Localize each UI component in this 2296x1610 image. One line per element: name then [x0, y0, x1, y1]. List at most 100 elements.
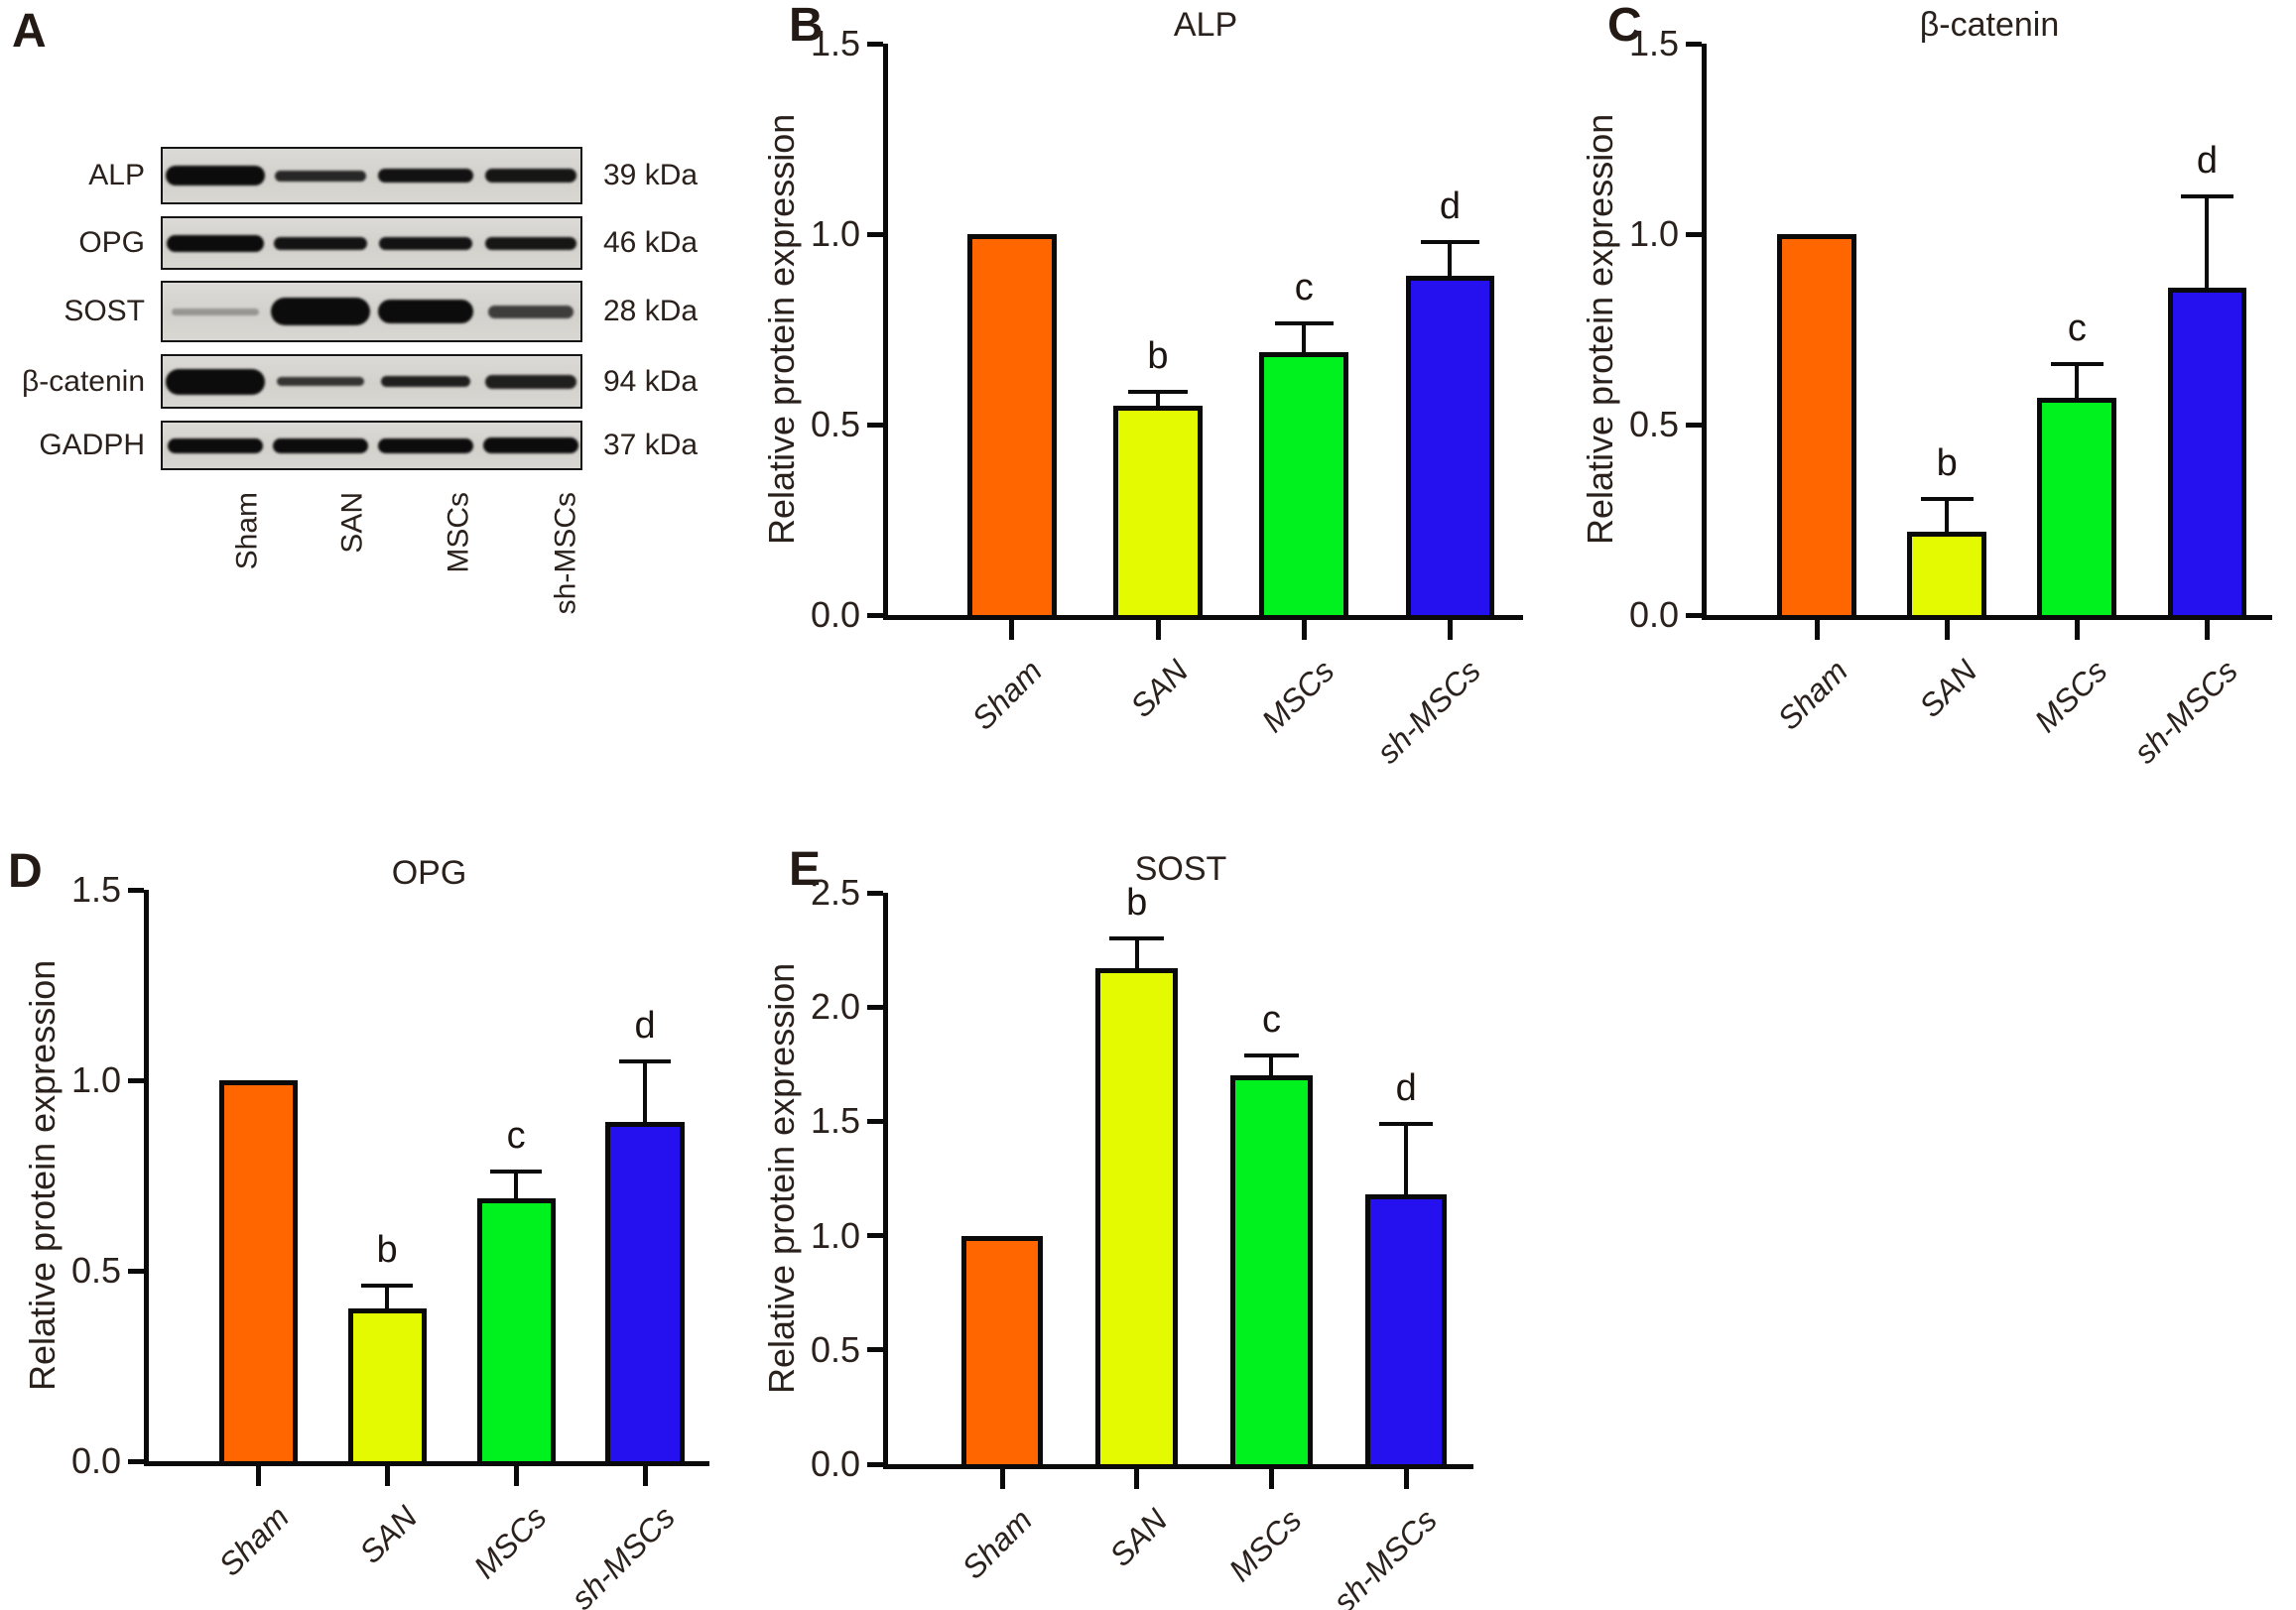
protein-band [274, 236, 367, 250]
error-bar-stem [643, 1060, 648, 1127]
blot-lane-label: SAN [336, 492, 369, 554]
y-tick-mark [1686, 612, 1702, 618]
blot-strip [161, 421, 582, 470]
y-tick-mark [867, 890, 883, 896]
blot-strip [161, 216, 582, 270]
panel-letter-D: D [8, 845, 43, 898]
significance-letter: c [1261, 998, 1281, 1041]
x-category-label: MSCs [1254, 653, 1341, 740]
y-tick-label: 0.5 [810, 1328, 860, 1370]
y-axis-label: Relative protein expression [761, 113, 802, 546]
blot-lane-label: MSCs [443, 492, 475, 573]
y-tick-label: 0.5 [70, 1250, 121, 1291]
bar-mscs [1230, 1075, 1313, 1469]
significance-letter: d [1439, 185, 1461, 227]
y-tick-mark [1686, 422, 1702, 428]
panel-D-bar-chart: D OPG Relative protein expression 0.0 0.5… [0, 838, 739, 1610]
x-category-label: SAN [1123, 653, 1196, 724]
x-tick-mark [1268, 1469, 1274, 1489]
error-bar-stem [2205, 195, 2210, 292]
x-category-label: Sham [211, 1499, 296, 1583]
bar-san [1095, 968, 1179, 1469]
significance-letter: d [1395, 1066, 1417, 1109]
error-bar-cap [1244, 1053, 1299, 1057]
panel-E-bar-chart: E SOST Relative protein expression 0.0 0.… [739, 838, 1543, 1610]
blot-row-label: SOST [64, 295, 145, 327]
error-bar-stem [1269, 1054, 1274, 1080]
y-tick-label: 1.0 [810, 1214, 860, 1256]
y-axis-line [883, 44, 888, 620]
bar-sh-mscs [1405, 276, 1495, 620]
y-tick-mark [867, 612, 883, 618]
significance-letter: b [1147, 335, 1169, 378]
x-category-label: sh-MSCs [2126, 653, 2244, 771]
x-axis-line [883, 615, 1523, 620]
protein-band [172, 308, 259, 315]
y-axis-line [883, 893, 888, 1469]
x-tick-mark [1009, 620, 1015, 640]
blot-row-label: OPG [78, 226, 145, 259]
molecular-weight-label: 94 kDa [603, 364, 699, 398]
panel-C-bar-chart: C β-catenin Relative protein expression … [1558, 0, 2296, 794]
error-bar-cap [1274, 321, 1334, 326]
y-tick-mark [128, 887, 144, 893]
protein-band [488, 305, 574, 318]
protein-band [167, 234, 264, 252]
y-axis-line [1702, 44, 1707, 620]
chart-title-opg: OPG [391, 854, 467, 892]
significance-letter: b [1936, 441, 1958, 484]
x-tick-mark [1403, 1469, 1409, 1489]
error-bar-cap [1378, 1121, 1434, 1126]
error-bar-cap [2181, 193, 2233, 198]
error-bar-cap [2051, 361, 2104, 366]
error-bar-cap [489, 1170, 543, 1175]
x-tick-mark [1944, 620, 1950, 640]
molecular-weight-label: 28 kDa [603, 295, 699, 327]
bar-sham [1777, 234, 1857, 620]
y-tick-label: 2.0 [810, 986, 860, 1028]
y-tick-mark [867, 1233, 883, 1239]
y-tick-label: 0.0 [70, 1440, 121, 1481]
x-category-label: Sham [1770, 653, 1854, 737]
x-tick-mark [255, 1466, 261, 1486]
plot-area: 0.0 0.5 1.0 1.5 2.0 2.5 Sham b SAN c MSCs d sh-MSCs [811, 872, 1473, 1610]
y-tick-mark [867, 1004, 883, 1010]
protein-band [378, 437, 473, 453]
plot-area: 0.0 0.5 1.0 1.5 Sham b SAN c MSCs d sh-MSCs [811, 23, 1523, 770]
panel-A-western-blot: A ALP 39 kDa OPG 46 kDa SOST 28 kDa β-catenin 9… [0, 0, 739, 838]
y-tick-mark [128, 1077, 144, 1083]
bar-sh-mscs [605, 1122, 685, 1466]
x-tick-mark [1447, 620, 1453, 640]
panel-B-bar-chart: B ALP Relative protein expression 0.0 0.5… [739, 0, 1543, 794]
y-tick-label: 1.0 [1628, 213, 1679, 254]
error-bar-cap [1109, 936, 1164, 941]
blot-row-label: GADPH [39, 429, 145, 461]
panel-letter-B: B [789, 0, 824, 52]
y-tick-label: 1.5 [810, 23, 860, 63]
y-tick-label: 1.5 [810, 1100, 860, 1142]
error-bar-cap [1920, 496, 1974, 501]
y-tick-mark [1686, 231, 1702, 237]
x-tick-mark [1134, 1469, 1140, 1489]
x-tick-mark [513, 1466, 519, 1486]
protein-band [271, 298, 370, 325]
x-category-label: Sham [964, 653, 1050, 737]
molecular-weight-label: 46 kDa [603, 226, 699, 259]
y-tick-label: 2.5 [810, 872, 860, 913]
blot-strip [161, 354, 582, 409]
significance-letter: c [1294, 267, 1314, 310]
x-category-label: SAN [1912, 653, 1984, 724]
y-axis-label: Relative protein expression [1580, 113, 1620, 546]
x-tick-mark [2074, 620, 2080, 640]
error-bar-stem [514, 1172, 519, 1203]
bar-sham [967, 234, 1057, 620]
y-tick-label: 1.5 [1628, 23, 1679, 63]
y-tick-mark [867, 422, 883, 428]
bar-san [1113, 405, 1203, 620]
protein-band [166, 166, 265, 186]
y-tick-mark [867, 1461, 883, 1467]
significance-letter: b [376, 1229, 398, 1272]
bar-san [347, 1308, 427, 1466]
protein-band [168, 437, 263, 453]
plot-area: 0.0 0.5 1.0 1.5 Sham b SAN c MSCs d sh-MSCs [1629, 23, 2272, 770]
